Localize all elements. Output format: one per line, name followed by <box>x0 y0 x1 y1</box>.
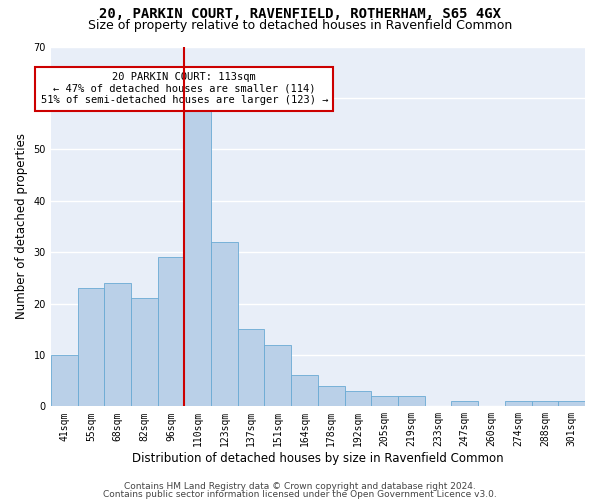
Bar <box>451 401 478 406</box>
Bar <box>505 401 532 406</box>
Bar <box>371 396 398 406</box>
Bar <box>238 329 265 406</box>
Text: 20 PARKIN COURT: 113sqm
← 47% of detached houses are smaller (114)
51% of semi-d: 20 PARKIN COURT: 113sqm ← 47% of detache… <box>41 72 328 106</box>
Bar <box>104 283 131 406</box>
Bar <box>77 288 104 406</box>
Text: Contains public sector information licensed under the Open Government Licence v3: Contains public sector information licen… <box>103 490 497 499</box>
Bar <box>318 386 344 406</box>
Bar <box>291 376 318 406</box>
Bar <box>344 391 371 406</box>
Bar <box>532 401 558 406</box>
Bar <box>558 401 585 406</box>
X-axis label: Distribution of detached houses by size in Ravenfield Common: Distribution of detached houses by size … <box>132 452 504 465</box>
Bar <box>398 396 425 406</box>
Bar <box>131 298 158 406</box>
Text: 20, PARKIN COURT, RAVENFIELD, ROTHERHAM, S65 4GX: 20, PARKIN COURT, RAVENFIELD, ROTHERHAM,… <box>99 8 501 22</box>
Bar <box>184 103 211 406</box>
Y-axis label: Number of detached properties: Number of detached properties <box>15 134 28 320</box>
Bar <box>51 355 77 406</box>
Text: Size of property relative to detached houses in Ravenfield Common: Size of property relative to detached ho… <box>88 19 512 32</box>
Bar <box>211 242 238 406</box>
Bar <box>158 258 184 406</box>
Text: Contains HM Land Registry data © Crown copyright and database right 2024.: Contains HM Land Registry data © Crown c… <box>124 482 476 491</box>
Bar <box>265 344 291 406</box>
